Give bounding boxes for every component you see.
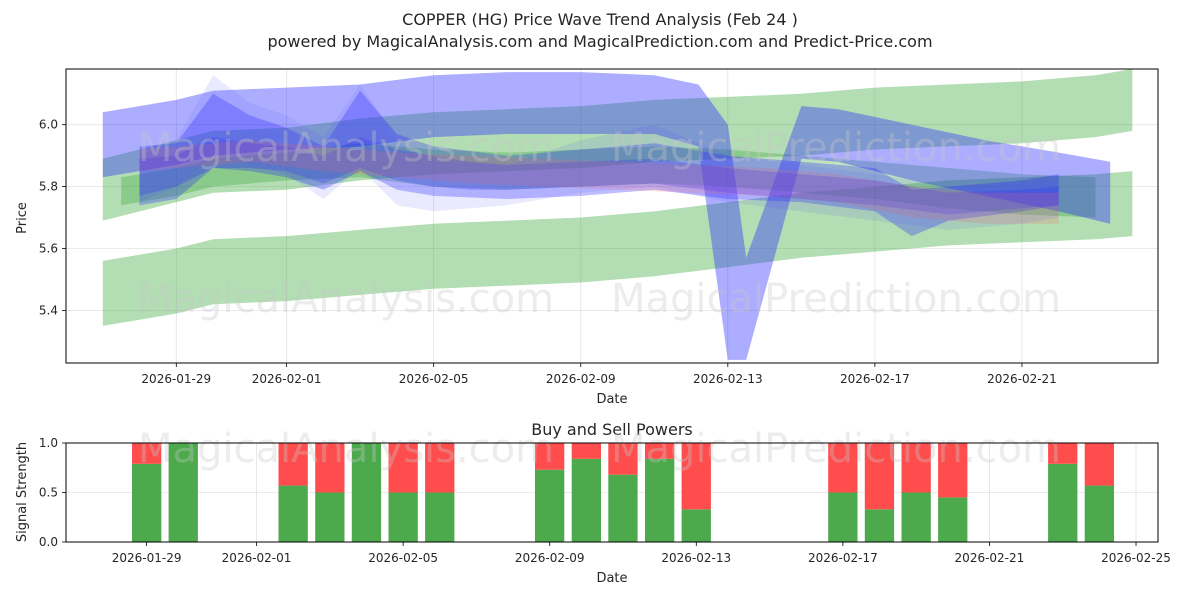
signal-x-ticks: 2026-01-29 2026-02-01 2026-02-05 2026-02-09… xyxy=(112,542,1171,565)
sell-bar xyxy=(571,443,601,459)
watermark-analysis: MagicalAnalysis.com xyxy=(138,276,554,322)
price-x-tick-label: 2026-02-09 xyxy=(546,372,616,386)
watermark-analysis: MagicalAnalysis.com xyxy=(138,426,554,472)
price-y-tick-label: 5.6 xyxy=(39,241,58,255)
buy-bar xyxy=(828,492,858,542)
band-mid-trend xyxy=(121,143,1096,218)
buy-bar xyxy=(645,458,675,542)
sell-bar xyxy=(938,443,968,498)
sell-bar xyxy=(645,443,675,459)
price-x-tick-label: 2026-02-01 xyxy=(252,372,322,386)
sell-bar xyxy=(864,443,895,510)
watermark-prediction: MagicalPrediction.com xyxy=(611,276,1061,322)
signal-chart-title: Buy and Sell Powers xyxy=(531,420,693,439)
signal-x-axis-label: Date xyxy=(596,571,627,586)
watermark-analysis: MagicalAnalysis.com xyxy=(138,125,554,171)
price-plot-background xyxy=(66,69,1158,363)
price-plot-frame xyxy=(65,68,1159,364)
price-x-tick-label: 2026-02-05 xyxy=(399,372,469,386)
sell-bar xyxy=(132,443,162,464)
price-x-axis-label: Date xyxy=(596,392,627,407)
band-wave-big xyxy=(102,72,1111,360)
sell-bar xyxy=(828,443,858,493)
signal-x-tick-label: 2026-02-13 xyxy=(661,551,731,565)
price-x-tick-label: 2026-02-17 xyxy=(840,372,910,386)
signal-y-tick-label: 1.0 xyxy=(39,436,58,450)
buy-bar xyxy=(132,463,162,542)
buy-bar xyxy=(901,492,931,542)
price-y-tick-label: 6.0 xyxy=(39,118,58,132)
buy-bar xyxy=(535,469,565,542)
signal-x-tick-label: 2026-02-21 xyxy=(955,551,1025,565)
band-wave-faint-red xyxy=(139,140,1059,224)
buy-bar xyxy=(864,509,895,542)
buy-bar xyxy=(1048,463,1078,542)
buy-bar xyxy=(681,509,711,542)
signal-y-axis-label: Signal Strength xyxy=(15,442,30,542)
sell-bar xyxy=(681,443,711,510)
buy-bar xyxy=(168,443,198,542)
sell-bar xyxy=(388,443,418,493)
signal-x-tick-label: 2026-02-01 xyxy=(222,551,292,565)
signal-bars xyxy=(132,443,1114,542)
signal-x-tick-label: 2026-02-17 xyxy=(808,551,878,565)
watermark-prediction: MagicalPrediction.com xyxy=(611,426,1061,472)
price-x-tick-label: 2026-02-13 xyxy=(693,372,763,386)
main-chart-title: COPPER (HG) Price Wave Trend Analysis (F… xyxy=(402,10,798,29)
signal-axes: MagicalAnalysis.com MagicalPrediction.co… xyxy=(39,426,1171,565)
signal-x-tick-label: 2026-02-09 xyxy=(515,551,585,565)
buy-bar xyxy=(315,492,345,542)
price-y-tick-label: 5.4 xyxy=(39,303,58,317)
price-x-tick-label: 2026-01-29 xyxy=(141,372,211,386)
price-axes: MagicalAnalysis.com MagicalPrediction.co… xyxy=(39,68,1159,386)
buy-bar xyxy=(388,492,418,542)
watermark-prediction: MagicalPrediction.com xyxy=(611,125,1061,171)
sell-bar xyxy=(1048,443,1078,464)
sell-bar xyxy=(901,443,931,493)
signal-y-tick-label: 0.5 xyxy=(39,486,58,500)
price-x-ticks: 2026-01-29 2026-02-01 2026-02-05 2026-02-09… xyxy=(141,363,1057,386)
buy-bar xyxy=(608,474,638,542)
signal-x-tick-label: 2026-01-29 xyxy=(112,551,182,565)
buy-bar xyxy=(938,497,968,542)
band-lower-trend xyxy=(102,171,1133,326)
price-y-ticks: 5.4 5.6 5.8 6.0 xyxy=(39,118,66,317)
sell-bar xyxy=(315,443,345,493)
band-upper-trend xyxy=(102,69,1133,221)
signal-y-tick-label: 0.0 xyxy=(39,535,58,549)
buy-bar xyxy=(351,443,382,542)
sell-bar xyxy=(425,443,455,493)
price-y-tick-label: 5.8 xyxy=(39,180,58,194)
price-y-axis-label: Price xyxy=(15,202,30,234)
signal-x-tick-label: 2026-02-25 xyxy=(1101,551,1171,565)
buy-bar xyxy=(1084,485,1114,542)
band-wave-small xyxy=(139,137,1059,215)
main-chart-subtitle: powered by MagicalAnalysis.com and Magic… xyxy=(267,32,932,51)
sell-bar xyxy=(1084,443,1114,486)
sell-bar xyxy=(535,443,565,470)
buy-bar xyxy=(278,485,308,542)
signal-y-ticks: 0.0 0.5 1.0 xyxy=(39,436,66,549)
price-bands xyxy=(102,69,1133,360)
sell-bar xyxy=(278,443,308,486)
price-grid xyxy=(66,69,1158,363)
band-wave-faint-violet xyxy=(139,75,1059,230)
buy-bar xyxy=(571,458,601,542)
price-x-tick-label: 2026-02-21 xyxy=(987,372,1057,386)
band-wave-mid xyxy=(139,90,1059,237)
sell-bar xyxy=(608,443,638,475)
buy-bar xyxy=(425,492,455,542)
signal-x-tick-label: 2026-02-05 xyxy=(368,551,438,565)
